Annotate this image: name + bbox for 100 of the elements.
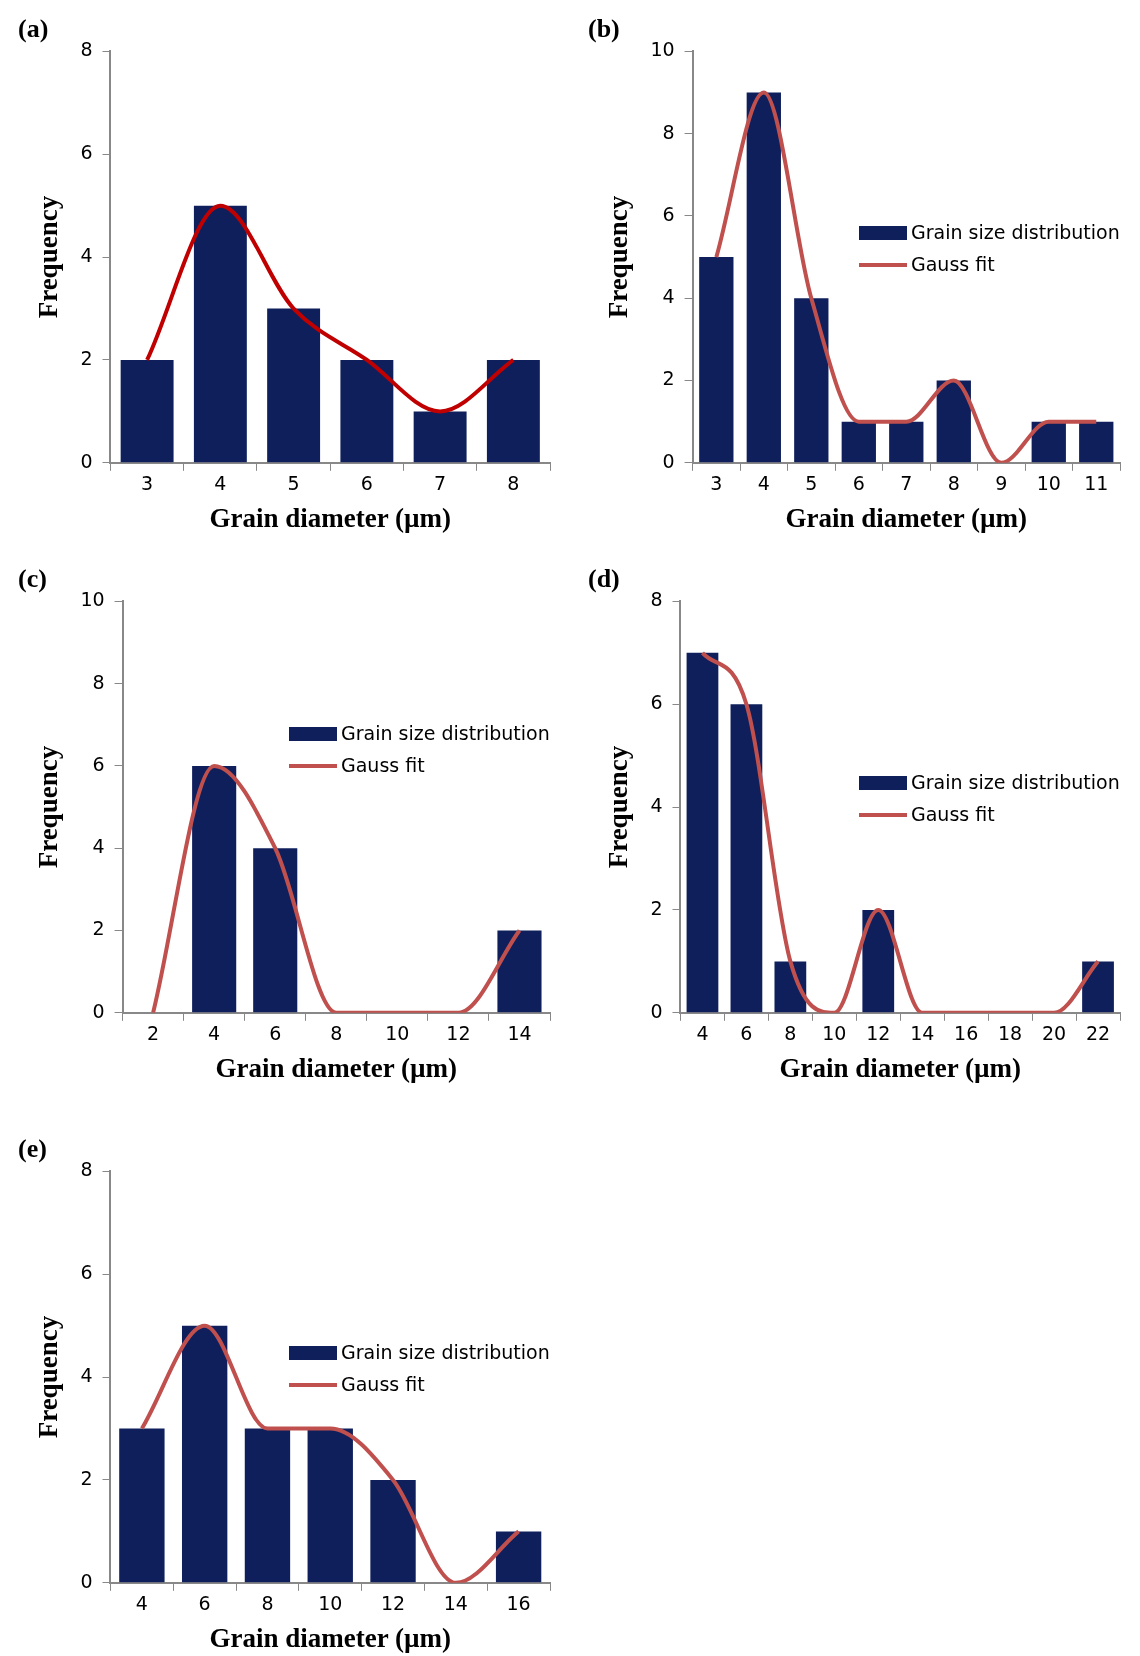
y-tick-label: 4 xyxy=(92,835,105,858)
legend-label: Grain size distribution xyxy=(341,721,550,744)
x-tick-label: 6 xyxy=(740,1022,753,1045)
x-tick-label: 6 xyxy=(852,472,865,495)
bar xyxy=(253,848,298,1013)
x-tick-label: 6 xyxy=(198,1592,211,1615)
x-tick-label: 12 xyxy=(866,1022,891,1045)
y-tick-label: 6 xyxy=(80,141,93,164)
y-tick-label: 0 xyxy=(650,999,663,1022)
x-tick-label: 12 xyxy=(446,1022,471,1045)
bar xyxy=(1079,421,1114,463)
y-tick-label: 8 xyxy=(92,670,105,693)
x-tick-label: 18 xyxy=(998,1022,1023,1045)
bar xyxy=(119,1428,165,1583)
y-tick-label: 8 xyxy=(80,38,93,61)
bar xyxy=(370,1479,416,1583)
x-tick-label: 6 xyxy=(360,472,373,495)
x-tick-label: 2 xyxy=(147,1022,160,1045)
chart-title: (b) xyxy=(588,14,620,44)
bar xyxy=(193,205,247,463)
bar xyxy=(120,359,174,463)
y-tick-label: 2 xyxy=(92,917,105,940)
bar xyxy=(730,704,763,1013)
x-tick-label: 11 xyxy=(1084,472,1109,495)
x-tick-label: 9 xyxy=(995,472,1008,495)
bar xyxy=(307,1428,353,1583)
bar xyxy=(192,765,237,1013)
legend-label: Grain size distribution xyxy=(911,220,1120,243)
x-tick-label: 10 xyxy=(318,1592,343,1615)
y-tick-label: 2 xyxy=(662,367,675,390)
x-axis-title: Grain diameter (µm) xyxy=(785,502,1028,533)
x-tick-label: 8 xyxy=(507,472,520,495)
bar xyxy=(486,359,540,463)
x-tick-label: 4 xyxy=(135,1592,148,1615)
y-tick-label: 8 xyxy=(80,1158,93,1181)
x-tick-label: 16 xyxy=(506,1592,531,1615)
y-tick-label: 10 xyxy=(650,38,675,61)
y-tick-label: 0 xyxy=(92,999,105,1022)
bar xyxy=(267,308,321,463)
bar xyxy=(413,411,467,463)
x-tick-label: 14 xyxy=(910,1022,935,1045)
y-tick-label: 6 xyxy=(80,1261,93,1284)
y-tick-label: 6 xyxy=(92,752,105,775)
x-tick-label: 4 xyxy=(208,1022,221,1045)
y-tick-label: 8 xyxy=(662,120,675,143)
y-axis-title: Frequency xyxy=(33,745,64,869)
bar xyxy=(889,421,924,463)
bar xyxy=(1082,961,1114,1013)
bar xyxy=(181,1325,228,1583)
y-axis-title: Frequency xyxy=(33,195,64,319)
bar xyxy=(699,257,734,463)
y-tick-label: 2 xyxy=(80,346,93,369)
bar xyxy=(794,298,829,463)
x-tick-label: 14 xyxy=(443,1592,468,1615)
y-tick-label: 4 xyxy=(662,285,675,308)
x-axis-title: Grain diameter (µm) xyxy=(779,1052,1021,1083)
legend-label: Gauss fit xyxy=(911,252,995,275)
legend-label: Gauss fit xyxy=(341,753,425,776)
legend-label: Gauss fit xyxy=(341,1372,425,1395)
y-axis-title: Frequency xyxy=(603,745,634,869)
legend-label: Grain size distribution xyxy=(341,1340,550,1363)
y-tick-label: 0 xyxy=(662,449,675,472)
x-tick-label: 22 xyxy=(1085,1022,1111,1045)
x-tick-label: 8 xyxy=(330,1022,343,1045)
x-tick-label: 20 xyxy=(1041,1022,1067,1045)
y-tick-label: 6 xyxy=(650,691,663,714)
bar xyxy=(244,1428,291,1583)
x-tick-label: 3 xyxy=(141,472,154,495)
chart-title: (a) xyxy=(18,14,49,44)
x-tick-label: 14 xyxy=(507,1022,532,1045)
x-tick-label: 8 xyxy=(261,1592,274,1615)
chart-title: (d) xyxy=(588,564,620,594)
y-tick-label: 4 xyxy=(80,244,93,267)
y-tick-label: 4 xyxy=(650,794,663,817)
chart-title: (e) xyxy=(18,1134,47,1164)
x-axis-title: Grain diameter (µm) xyxy=(215,1052,458,1083)
y-tick-label: 2 xyxy=(650,896,663,919)
line-series xyxy=(145,203,516,414)
bar xyxy=(497,930,542,1013)
x-tick-label: 10 xyxy=(822,1022,847,1045)
x-tick-label: 6 xyxy=(269,1022,282,1045)
bar xyxy=(841,421,876,463)
y-axis-title: Frequency xyxy=(33,1315,64,1439)
x-tick-label: 4 xyxy=(696,1022,709,1045)
x-tick-label: 12 xyxy=(380,1592,406,1615)
x-tick-label: 16 xyxy=(954,1022,979,1045)
bar xyxy=(340,359,394,463)
y-tick-label: 8 xyxy=(650,588,663,611)
bar xyxy=(774,961,807,1013)
bar xyxy=(686,652,719,1013)
y-tick-label: 4 xyxy=(80,1364,93,1387)
bar xyxy=(936,380,971,463)
x-tick-label: 7 xyxy=(900,472,913,495)
bar xyxy=(746,92,781,463)
x-tick-label: 5 xyxy=(287,472,300,495)
y-axis-title: Frequency xyxy=(603,195,634,319)
x-tick-label: 10 xyxy=(1036,472,1061,495)
x-tick-label: 4 xyxy=(214,472,227,495)
bar xyxy=(495,1531,542,1583)
x-tick-label: 7 xyxy=(434,472,447,495)
